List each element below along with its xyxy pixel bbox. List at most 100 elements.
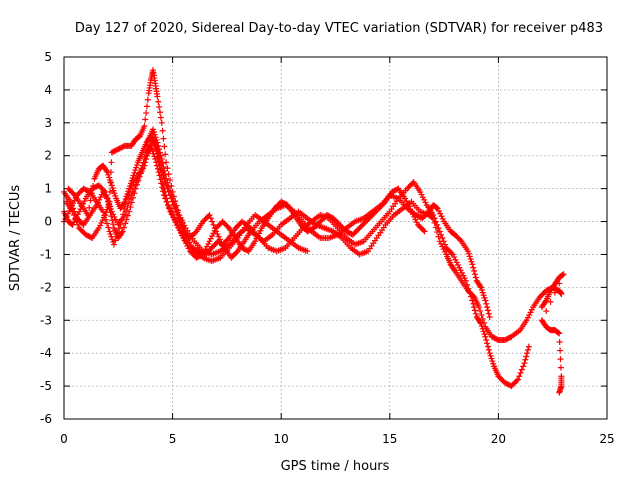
data-point (349, 231, 356, 238)
data-point (67, 205, 74, 212)
data-point (116, 225, 123, 232)
data-point (366, 214, 373, 221)
data-point (478, 320, 485, 327)
data-point (158, 171, 165, 178)
data-point (236, 221, 243, 228)
data-point (318, 217, 325, 224)
data-point (447, 248, 454, 255)
data-point (469, 261, 476, 268)
y-axis-label: SDTVAR / TECUs (8, 185, 23, 292)
data-point (444, 246, 451, 253)
data-point (202, 215, 209, 222)
data-point (441, 241, 448, 248)
data-point (124, 190, 131, 197)
data-point (114, 229, 121, 236)
data-point (523, 317, 530, 324)
data-point (109, 217, 116, 224)
data-point (208, 244, 215, 251)
data-point (527, 309, 534, 316)
data-point (72, 215, 79, 222)
x-tick-label: 0 (60, 432, 68, 446)
data-point (157, 167, 164, 174)
data-point (480, 328, 487, 335)
data-point (556, 280, 563, 287)
data-point (210, 221, 217, 228)
data-point (409, 211, 416, 218)
data-point (105, 171, 112, 178)
data-point (325, 212, 332, 219)
data-point (482, 333, 489, 340)
data-point (536, 294, 543, 301)
data-point (557, 356, 564, 363)
data-point (465, 285, 472, 292)
data-point (232, 250, 239, 257)
data-point (504, 381, 511, 388)
data-point (415, 221, 422, 228)
data-point (74, 211, 81, 218)
data-point (472, 310, 479, 317)
data-point (120, 143, 127, 150)
data-point (417, 224, 424, 231)
data-point (190, 231, 197, 238)
data-point (478, 284, 485, 291)
data-point (485, 346, 492, 353)
data-point (120, 200, 127, 207)
data-point (206, 211, 213, 218)
data-point (155, 158, 162, 165)
data-point (90, 183, 97, 190)
data-point (108, 149, 115, 156)
data-point (438, 240, 445, 247)
data-point (87, 234, 94, 241)
data-point (480, 292, 487, 299)
data-point (484, 304, 491, 311)
data-point (142, 156, 149, 163)
data-point (156, 162, 163, 169)
data-point (559, 271, 566, 278)
data-point (213, 225, 220, 232)
data-point (207, 235, 214, 242)
data-point (176, 211, 183, 218)
data-point (169, 188, 176, 195)
data-point (121, 206, 128, 213)
data-point (142, 116, 149, 123)
data-point (301, 225, 308, 232)
data-point (498, 375, 505, 382)
data-point (169, 211, 176, 218)
data-point (203, 214, 210, 221)
data-point (178, 230, 185, 237)
data-point (391, 187, 398, 194)
data-point (235, 222, 242, 229)
data-point (154, 139, 161, 146)
data-point (374, 206, 381, 213)
data-point (306, 227, 313, 234)
data-point (158, 156, 165, 163)
data-point (163, 182, 170, 189)
data-point (252, 238, 259, 245)
data-point (132, 167, 139, 174)
data-point (486, 313, 493, 320)
data-point (200, 218, 207, 225)
data-point (486, 350, 493, 357)
y-tick-labels: 5 4 3 2 1 0 -1 -2 -3 -4 -5 -6 (40, 50, 52, 426)
data-point (107, 231, 114, 238)
data-point (160, 163, 167, 170)
data-point (484, 307, 491, 314)
data-point (479, 289, 486, 296)
data-point (209, 218, 216, 225)
data-point (451, 254, 458, 261)
data-point (77, 188, 84, 195)
data-point (77, 226, 84, 233)
data-point (160, 181, 167, 188)
data-point (210, 230, 217, 237)
data-point (193, 254, 200, 261)
data-point (353, 227, 360, 234)
data-point (206, 247, 213, 254)
data-point (103, 167, 110, 174)
data-point (212, 240, 219, 247)
data-point (86, 233, 93, 240)
data-point (149, 148, 156, 155)
data-point (165, 171, 172, 178)
data-point (482, 297, 489, 304)
data-point (173, 219, 180, 226)
data-point (507, 382, 514, 389)
